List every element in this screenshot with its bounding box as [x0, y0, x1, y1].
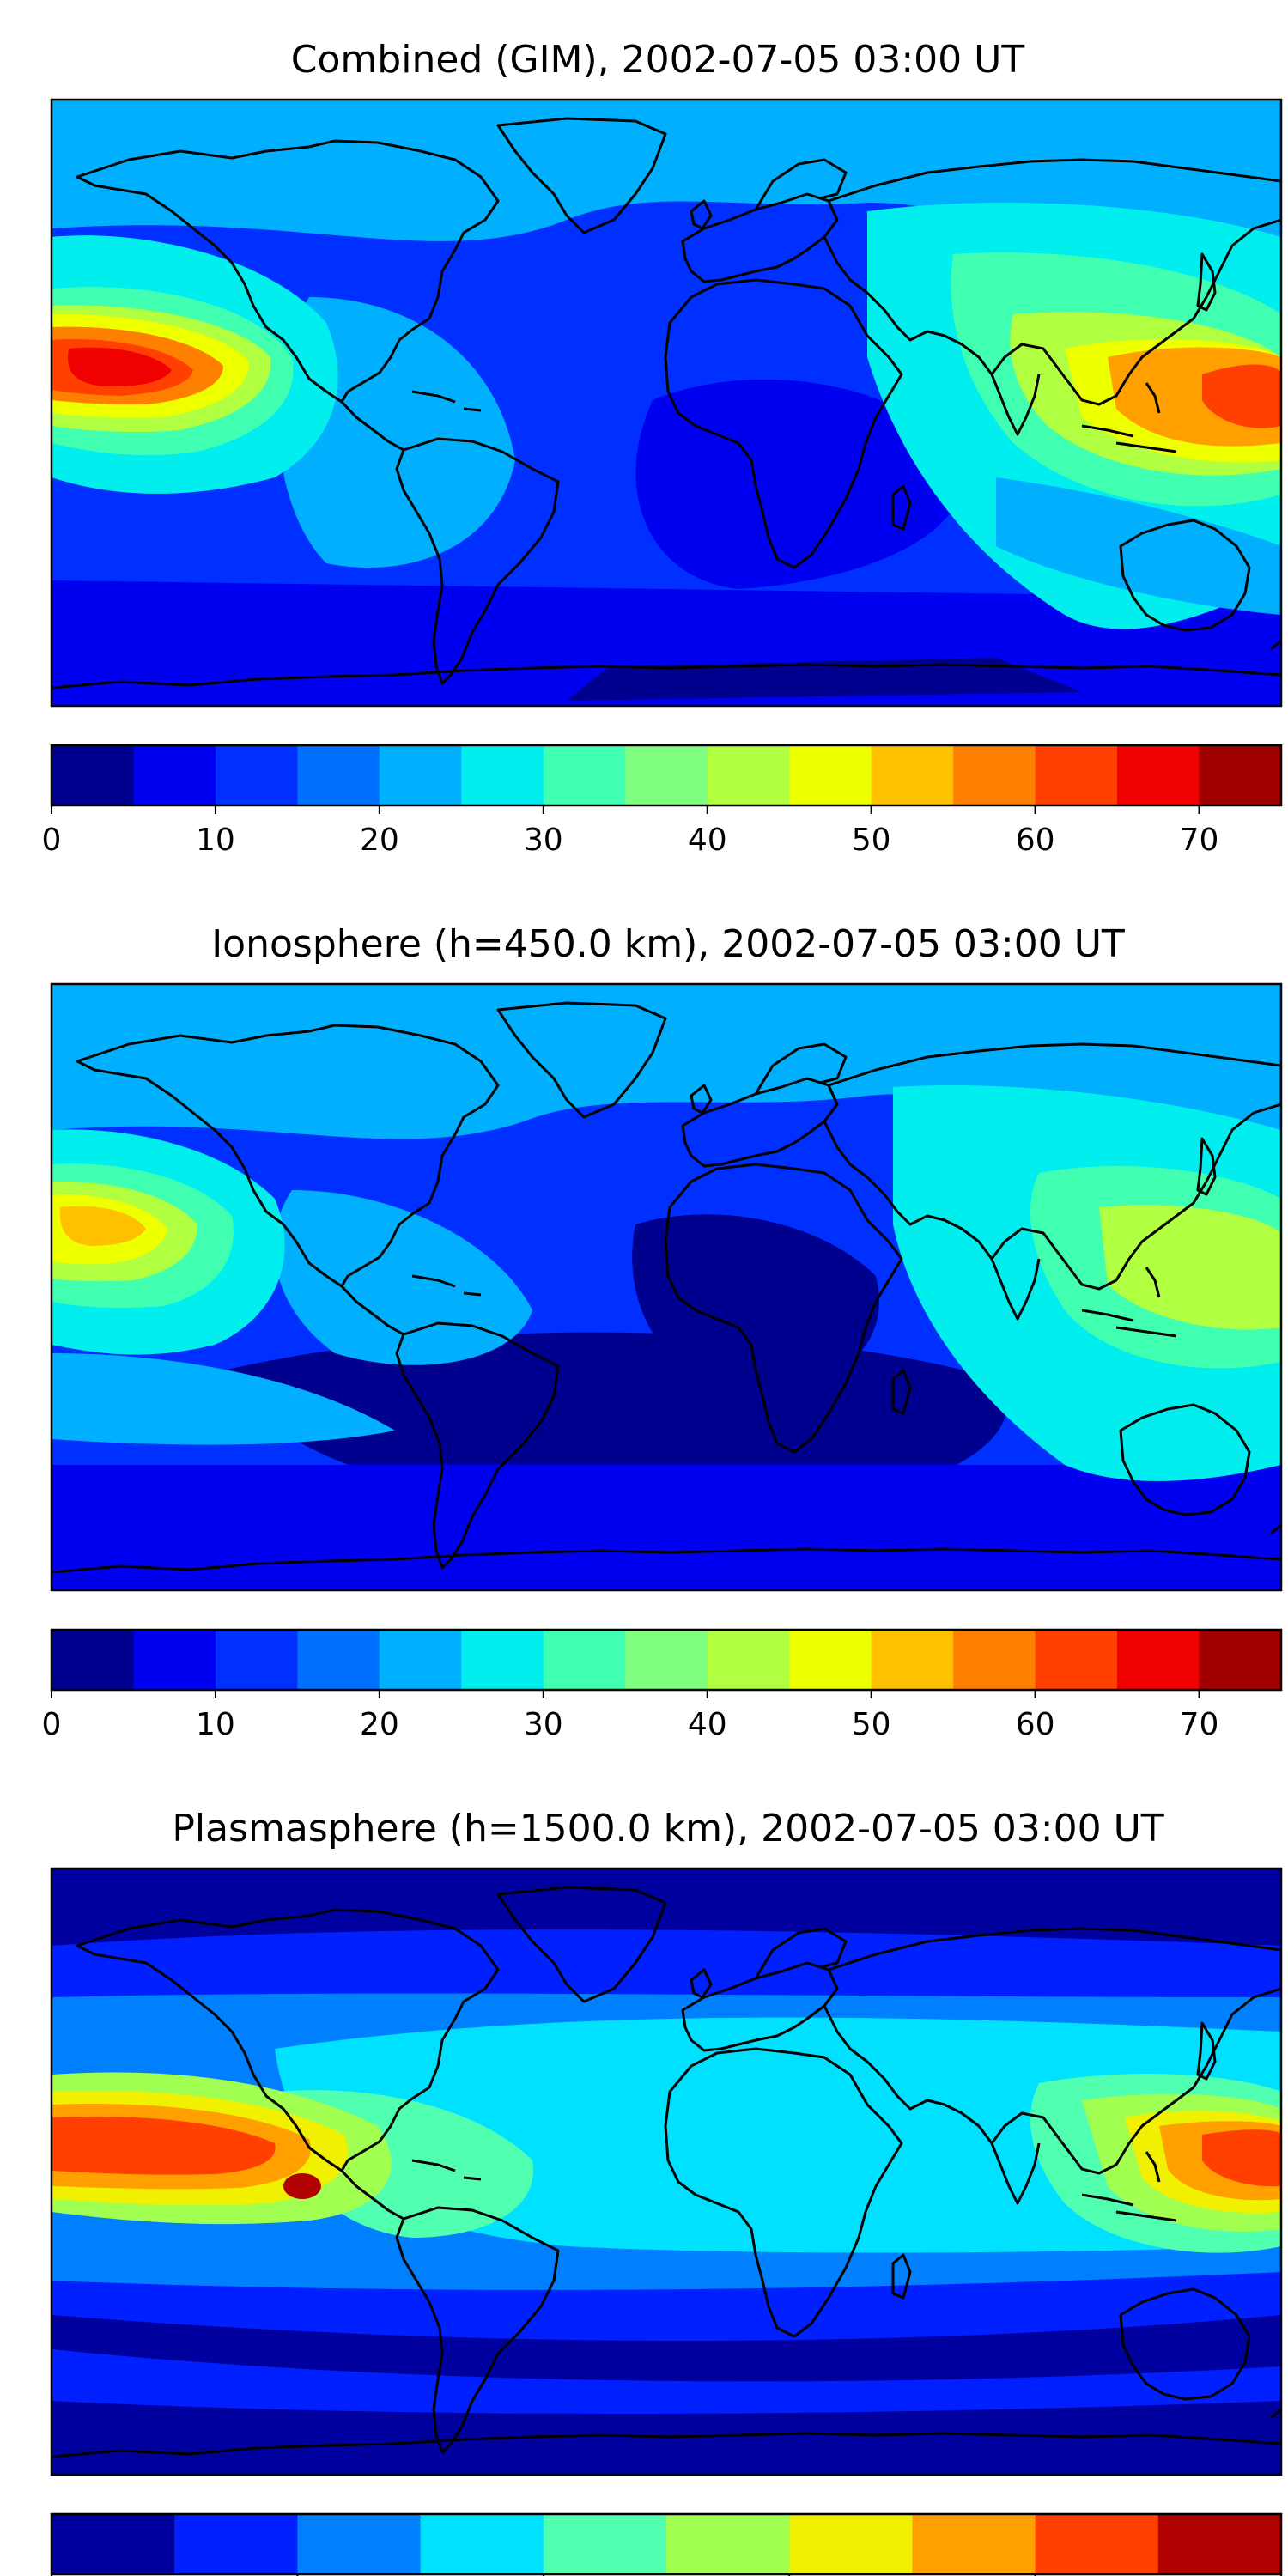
colorbar-swatch [871, 1630, 954, 1690]
panel-2-contour-pacific-orange [59, 1206, 146, 1246]
panel-2-frame [50, 982, 1283, 1592]
colorbar-swatch [215, 745, 298, 805]
panel-3-colorbar: 0510152025 [50, 2512, 1283, 2576]
colorbar-swatch [953, 1630, 1036, 1690]
panel-1-contour-atlantic-dark [635, 379, 964, 589]
colorbar-tick-label: 70 [1180, 823, 1219, 858]
colorbar-tick-label: 30 [524, 823, 563, 858]
colorbar-tick-label: 60 [1016, 1707, 1055, 1742]
panel-3-frame [50, 1867, 1283, 2476]
panel-3-title: Plasmasphere (h=1500.0 km), 2002-07-05 0… [172, 1807, 1163, 1850]
colorbar-swatch [789, 745, 872, 805]
panel-3-map [50, 1867, 1283, 2476]
panel-2-contour-asia-lime [1099, 1205, 1281, 1330]
panel-3-contour-americas-red [52, 2116, 276, 2175]
panel-1-contour-pacific-max [68, 347, 172, 387]
colorbar-tick-label: 70 [1180, 1707, 1219, 1742]
colorbar-swatch [133, 1630, 216, 1690]
colorbar-tick-label: 30 [524, 1707, 563, 1742]
panel-2-contour-atlantic-dark [632, 1214, 879, 1396]
colorbar-swatch [871, 745, 954, 805]
colorbar-tick-label: 10 [196, 1707, 235, 1742]
colorbar-swatch [1117, 1630, 1200, 1690]
colorbar-swatch [707, 745, 790, 805]
colorbar-tick-label: 40 [688, 1707, 727, 1742]
colorbar-tick-label: 10 [196, 823, 235, 858]
colorbar-swatch [379, 1630, 462, 1690]
colorbar-swatch [1199, 1630, 1282, 1690]
colorbar-swatch [52, 745, 135, 805]
colorbar-swatch [1035, 2514, 1159, 2574]
panel-3-contour-south-blue [52, 2349, 1281, 2414]
colorbar-swatch [461, 745, 544, 805]
colorbar-swatch [625, 745, 708, 805]
colorbar-swatch [420, 2514, 544, 2574]
colorbar-tick-label: 0 [42, 823, 62, 858]
colorbar-tick-label: 0 [42, 1707, 62, 1742]
colorbar-swatch [1157, 2514, 1282, 2574]
colorbar-swatch [174, 2514, 298, 2574]
colorbar-swatch [297, 2514, 422, 2574]
colorbar-swatch [1035, 745, 1118, 805]
colorbar-swatch [1117, 745, 1200, 805]
colorbar-swatch [707, 1630, 790, 1690]
panel-1-contour-asia-red [1202, 364, 1281, 428]
panel-2-contour-southern-cyan [1099, 1430, 1254, 1478]
panel-1-frame [50, 98, 1283, 708]
colorbar-swatch [625, 1630, 708, 1690]
panel-1-colorbar: 0 10 20 30 40 50 60 70 [42, 744, 1283, 858]
colorbar-swatch [789, 1630, 872, 1690]
colorbar-tick-label: 40 [688, 823, 727, 858]
panel-3-contour-asia-red [1202, 2129, 1281, 2187]
colorbar-swatch [1035, 1630, 1118, 1690]
colorbar-swatch [789, 2514, 913, 2574]
colorbar-swatch [215, 1630, 298, 1690]
colorbar-tick-label: 50 [852, 823, 891, 858]
colorbar-swatch [461, 1630, 544, 1690]
colorbar-swatch [297, 1630, 380, 1690]
panel-2-colorbar-frame [50, 1628, 1283, 1692]
colorbar-tick-label: 50 [852, 1707, 891, 1742]
colorbar-swatch [379, 745, 462, 805]
panel-2-contour-south-blue [52, 1465, 1281, 1590]
colorbar-swatch [133, 745, 216, 805]
colorbar-swatch [52, 2514, 175, 2574]
colorbar-swatch [52, 1630, 135, 1690]
colorbar-tick-label: 20 [360, 1707, 399, 1742]
panel-1-contour-southern-cyan [996, 477, 1281, 615]
panel-3-contour-americas-max [283, 2173, 321, 2199]
colorbar-swatch [543, 2514, 667, 2574]
colorbar-tick-label: 60 [1016, 823, 1055, 858]
colorbar-swatch [1199, 745, 1282, 805]
colorbar-swatch [666, 2514, 790, 2574]
colorbar-swatch [543, 1630, 626, 1690]
colorbar-tick-label: 20 [360, 823, 399, 858]
colorbar-swatch [912, 2514, 1036, 2574]
panel-1-map [50, 98, 1283, 708]
panel-2-colorbar: 0 10 20 30 40 50 60 70 [42, 1628, 1283, 1742]
panel-2-contour-americas [274, 1190, 532, 1365]
panel-2-map [50, 982, 1283, 1592]
colorbar-swatch [543, 745, 626, 805]
panel-1-title: Combined (GIM), 2002-07-05 03:00 UT [291, 38, 1025, 82]
panel-3-colorbar-frame [50, 2512, 1283, 2576]
panel-1-contour-north [52, 100, 1281, 314]
panel-2-title: Ionosphere (h=450.0 km), 2002-07-05 03:0… [211, 922, 1125, 966]
panel-2-contour-pacific-stripe [52, 1353, 395, 1445]
colorbar-swatch [297, 745, 380, 805]
colorbar-swatch [953, 745, 1036, 805]
panel-1-colorbar-frame [50, 744, 1283, 807]
